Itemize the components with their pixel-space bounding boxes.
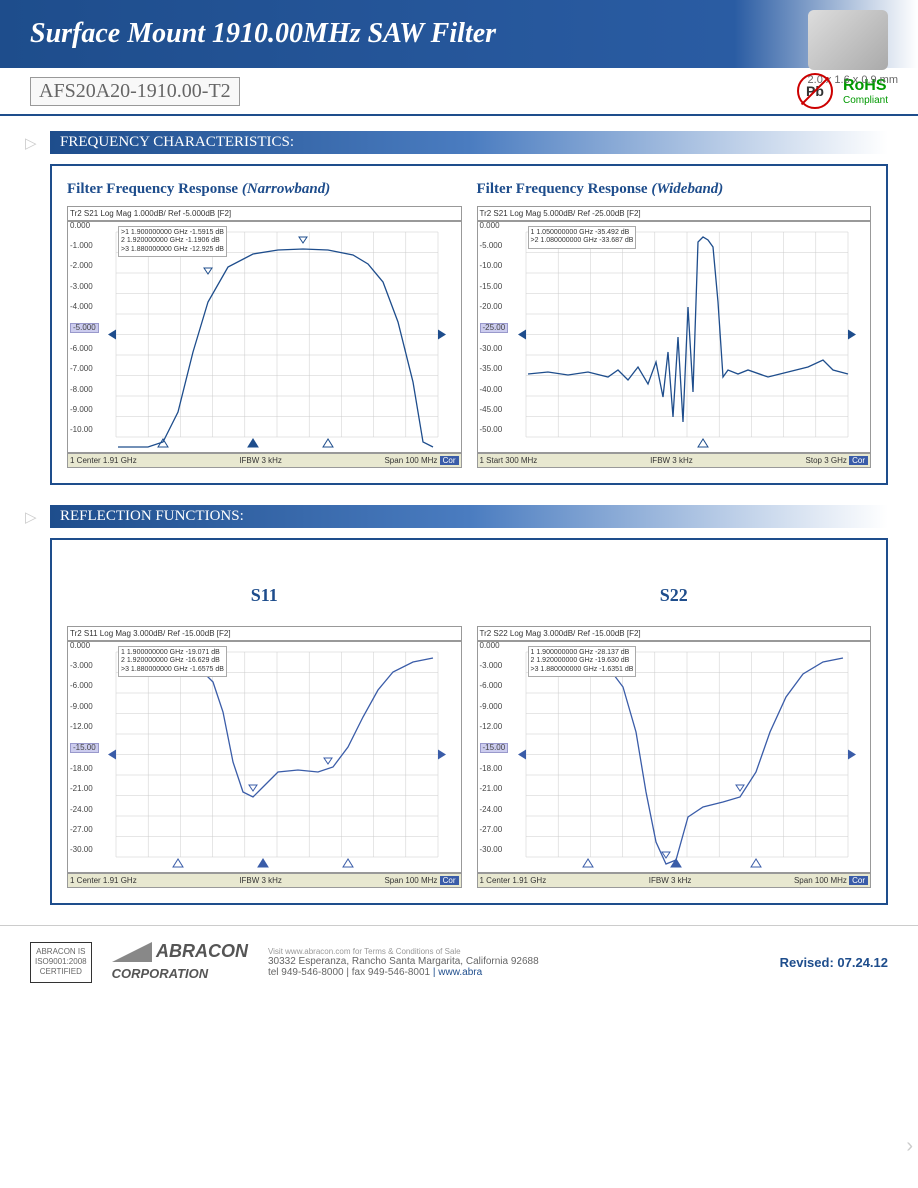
part-number: AFS20A20-1910.00-T2 [30,77,240,106]
page-footer: ABRACON IS ISO9001:2008 CERTIFIED ABRACO… [0,925,918,998]
reflection-charts-box: S11 Tr2 S11 Log Mag 3.000dB/ Ref -15.00d… [50,538,888,905]
chart-wideband: Filter Frequency Response (Wideband) Tr2… [477,181,872,468]
frequency-charts-box: Filter Frequency Response (Narrowband) T… [50,164,888,485]
chart-s11: S11 Tr2 S11 Log Mag 3.000dB/ Ref -15.00d… [67,555,462,888]
next-page-icon[interactable]: › [906,1135,913,1158]
iso-certification: ABRACON IS ISO9001:2008 CERTIFIED [30,942,92,983]
section-reflection-functions: REFLECTION FUNCTIONS: [50,505,888,528]
page-title: Surface Mount 1910.00MHz SAW Filter [0,0,918,68]
section-frequency-characteristics: FREQUENCY CHARACTERISTICS: [50,131,888,154]
chart-narrowband: Filter Frequency Response (Narrowband) T… [67,181,462,468]
revised-date: Revised: 07.24.12 [780,955,888,970]
abracon-logo: ABRACON CORPORATION [112,941,248,983]
contact-info: Visit www.abracon.com for Terms & Condit… [268,947,539,978]
subheader: AFS20A20-1910.00-T2 Pb RoHS Compliant [0,68,918,116]
chart-s22: S22 Tr2 S22 Log Mag 3.000dB/ Ref -15.00d… [477,555,872,888]
pb-free-icon: Pb [797,73,833,109]
